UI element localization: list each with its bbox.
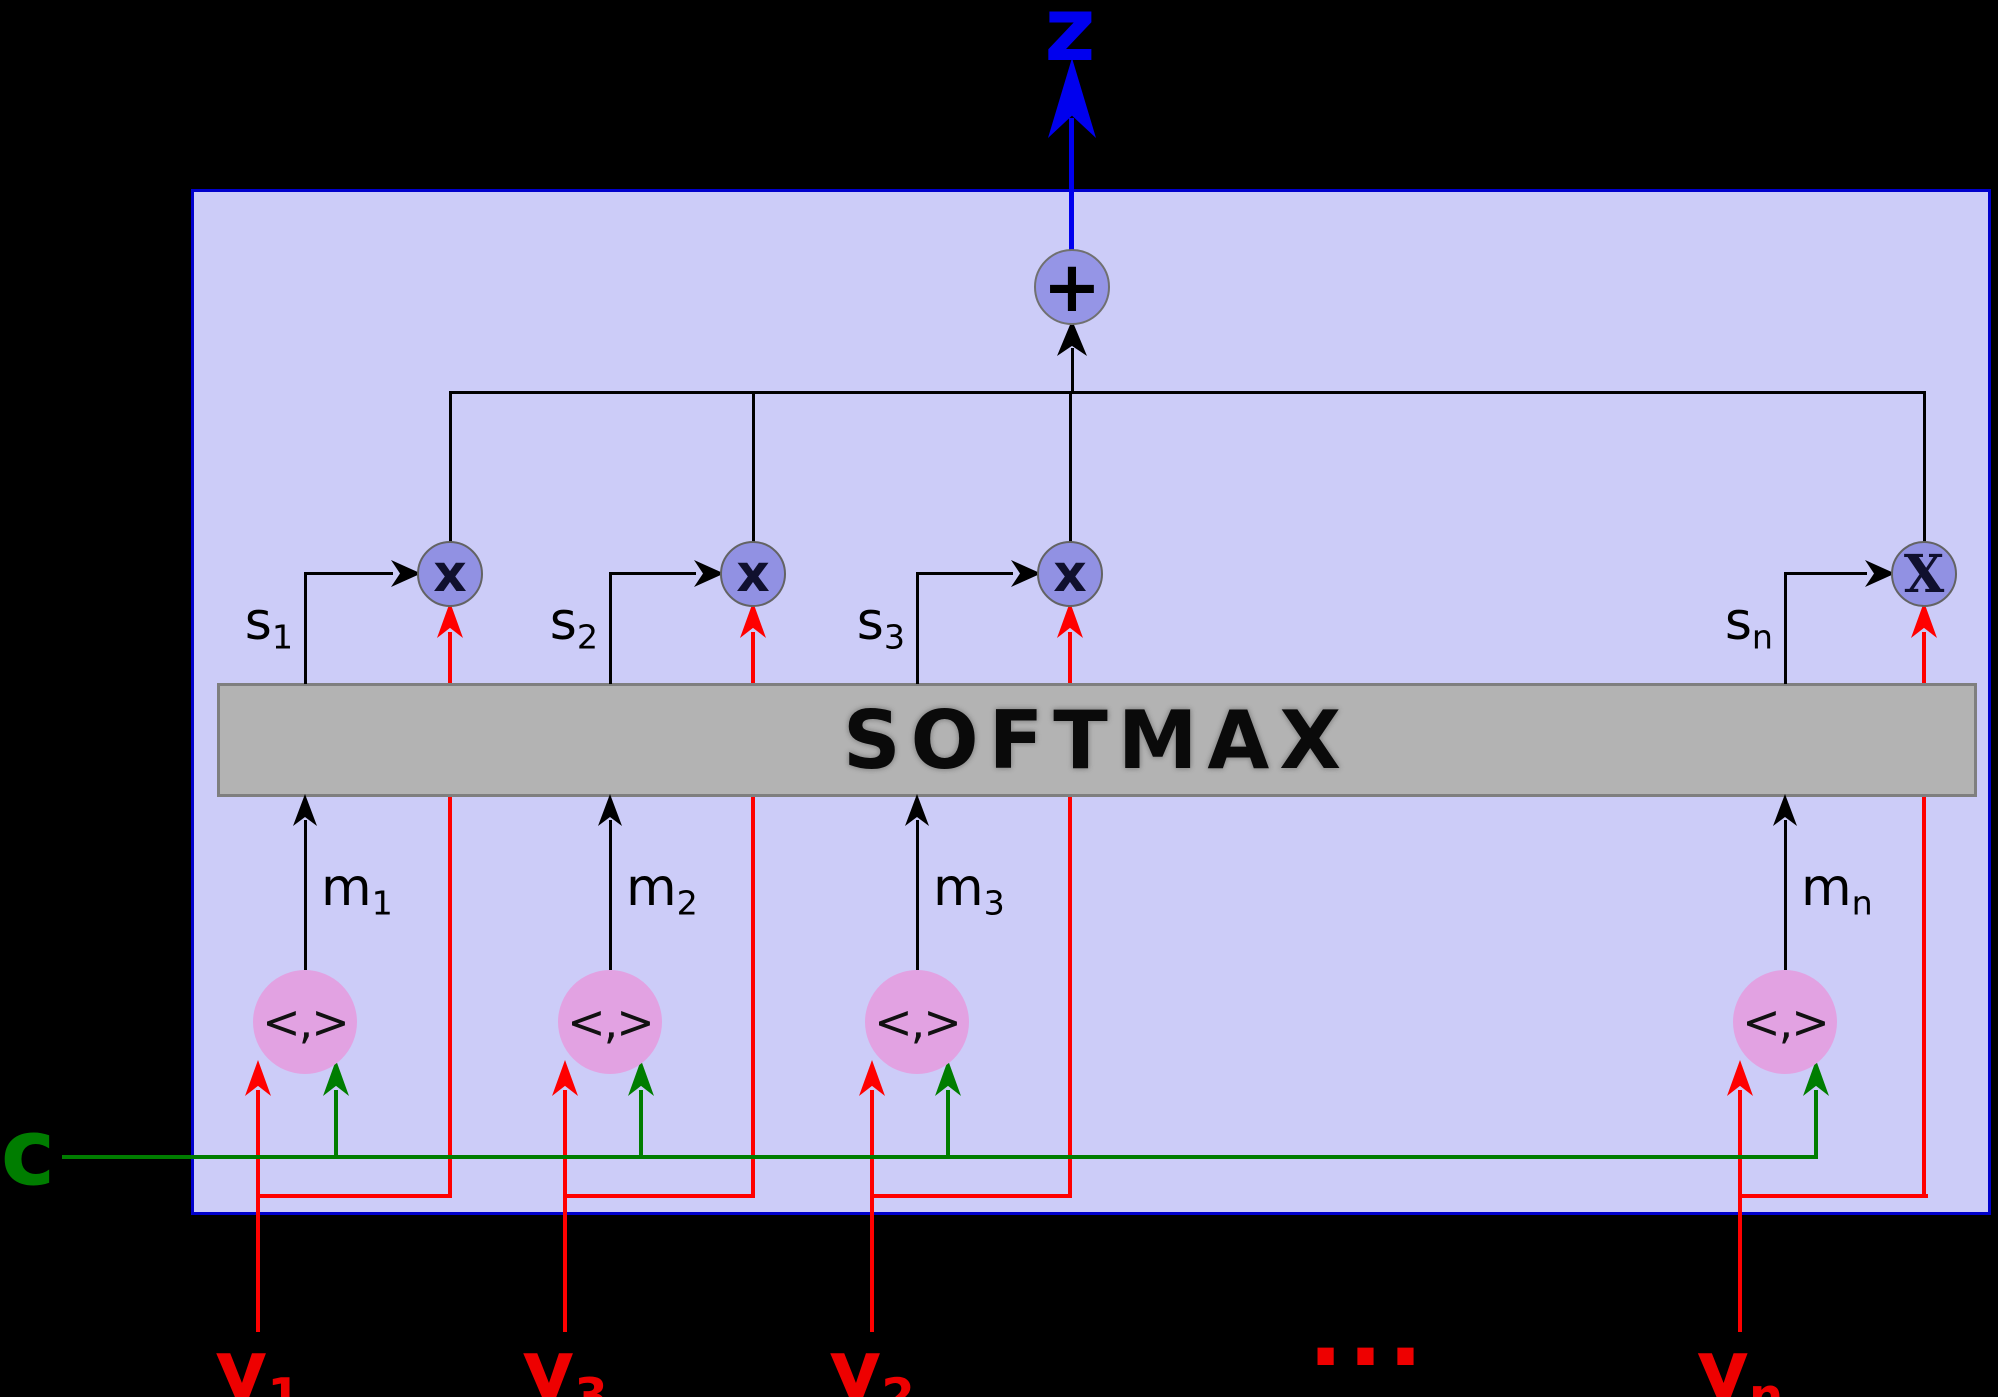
softmax-bar: SOFTMAX <box>217 683 1977 797</box>
mult2-to-bus-line <box>752 392 755 545</box>
s3-line-horizontal <box>917 572 1013 575</box>
s2-line-horizontal <box>610 572 696 575</box>
sum-input-line <box>1071 348 1074 392</box>
inner-product-node-1: <,> <box>253 970 357 1074</box>
y1-input-shaft <box>256 1090 260 1332</box>
y3-input-label: y3 <box>522 1323 608 1397</box>
y2-value-rail <box>1068 632 1072 1194</box>
y1-input-label: y1 <box>215 1323 301 1397</box>
inner-product-node-2: <,> <box>558 970 662 1074</box>
mn-arrow-shaft <box>1784 820 1787 970</box>
m1-arrow-shaft <box>304 820 307 970</box>
multiply-node-1: x <box>417 541 483 607</box>
multiply-node-n: X <box>1891 541 1957 607</box>
context-line <box>62 1155 1818 1159</box>
sn-label: sn <box>1724 592 1773 657</box>
output-arrow-shaft <box>1069 118 1074 252</box>
sum-bus-line <box>449 391 1926 394</box>
yn-input-label: yn <box>1696 1323 1784 1397</box>
mult3-to-bus-line <box>1069 392 1072 545</box>
ellipsis: ... <box>1308 1280 1428 1387</box>
m3-arrow-shaft <box>916 820 919 970</box>
output-label: z <box>1044 0 1096 81</box>
s1-line-horizontal <box>305 572 393 575</box>
s2-label: s2 <box>549 592 598 657</box>
context-input-label: c <box>0 1098 56 1206</box>
sum-node: + <box>1034 249 1110 325</box>
c2-branch-line <box>639 1090 643 1158</box>
softmax-label: SOFTMAX <box>842 693 1352 787</box>
inner-product-node-n: <,> <box>1733 970 1837 1074</box>
y3-input-shaft <box>563 1090 567 1332</box>
inner-product-node-3: <,> <box>865 970 969 1074</box>
y3-split-jog <box>563 1194 755 1198</box>
yn-value-rail <box>1922 632 1926 1194</box>
yn-split-jog <box>1738 1194 1928 1198</box>
y1-value-rail <box>448 632 452 1194</box>
y2-input-label: y2 <box>829 1323 915 1397</box>
s1-label: s1 <box>244 592 293 657</box>
mn-label: mn <box>1801 858 1873 923</box>
s2-line-vertical <box>609 572 612 684</box>
mult1-to-bus-line <box>449 392 452 545</box>
y3-value-rail <box>751 632 755 1194</box>
y1-split-jog <box>256 1194 452 1198</box>
sn-line-vertical <box>1784 572 1787 684</box>
m3-label: m3 <box>933 858 1005 923</box>
m2-arrow-shaft <box>609 820 612 970</box>
multn-to-bus-line <box>1923 392 1926 545</box>
m1-label: m1 <box>321 858 393 923</box>
multiply-node-2: x <box>720 541 786 607</box>
multiply-node-3: x <box>1037 541 1103 607</box>
yn-input-shaft <box>1738 1090 1742 1332</box>
y2-input-shaft <box>870 1090 874 1332</box>
cn-branch-line <box>1814 1090 1818 1158</box>
c3-branch-line <box>946 1090 950 1158</box>
s3-label: s3 <box>856 592 905 657</box>
c1-branch-line <box>334 1090 338 1158</box>
s3-line-vertical <box>916 572 919 684</box>
y2-split-jog <box>870 1194 1072 1198</box>
m2-label: m2 <box>626 858 698 923</box>
s1-line-vertical <box>304 572 307 684</box>
sn-line-horizontal <box>1785 572 1867 575</box>
